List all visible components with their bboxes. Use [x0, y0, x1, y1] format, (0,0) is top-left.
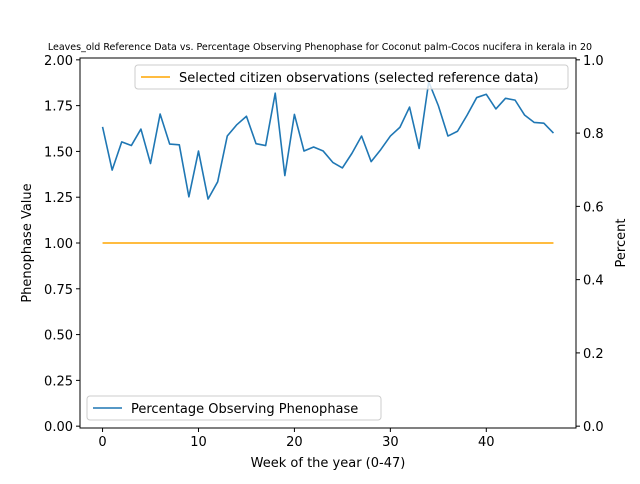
right-y-tick-label: 0.8 — [583, 127, 604, 142]
legend-lower-left-box — [86, 395, 382, 421]
series-layer — [101, 81, 555, 244]
right-y-tick-label: 0.0 — [583, 420, 604, 435]
left-y-tick-label: 2.00 — [44, 54, 73, 69]
x-tick-label: 30 — [382, 435, 399, 450]
left-y-tick-label: 0.75 — [44, 283, 73, 298]
x-axis-ticks: 0 10 20 30 40 — [98, 428, 495, 450]
legend-upper-right: Selected citizen observations (selected … — [134, 64, 569, 90]
x-tick-label: 20 — [286, 435, 303, 450]
right-y-tick-label: 1.0 — [583, 54, 604, 69]
right-y-tick-label: 0.6 — [583, 200, 604, 215]
right-y-axis-ticks: 0.0 0.2 0.4 0.6 0.8 1.0 — [576, 54, 604, 435]
left-y-axis-ticks: 0.00 0.25 0.50 0.75 1.00 1.25 1.50 1.75 2.00 — [44, 54, 80, 435]
legend-orange-label: Selected citizen observations (selected … — [179, 71, 539, 86]
left-y-tick-label: 1.00 — [44, 237, 73, 252]
x-tick-label: 0 — [98, 435, 106, 450]
chart-title: Leaves_old Reference Data vs. Percentage… — [48, 42, 592, 53]
legend-lower-left: Percentage Observing Phenophase — [86, 395, 382, 421]
legend-blue-label: Percentage Observing Phenophase — [131, 402, 358, 417]
right-y-tick-label: 0.4 — [583, 274, 604, 289]
left-y-tick-label: 1.50 — [44, 145, 73, 160]
right-y-tick-label: 0.2 — [583, 347, 604, 362]
legend-upper-right-box — [134, 64, 569, 90]
left-y-axis-label: Phenophase Value — [20, 183, 35, 302]
x-tick-label: 40 — [478, 435, 495, 450]
left-y-tick-label: 0.25 — [44, 374, 73, 389]
left-y-tick-label: 0.00 — [44, 420, 73, 435]
left-y-tick-label: 1.75 — [44, 100, 73, 115]
left-y-tick-label: 0.50 — [44, 329, 73, 344]
left-y-tick-label: 1.25 — [44, 191, 73, 206]
series-line-percentage — [101, 81, 555, 200]
x-tick-label: 10 — [190, 435, 207, 450]
x-axis-label: Week of the year (0-47) — [251, 456, 406, 471]
right-y-axis-label: Percent — [614, 219, 629, 268]
